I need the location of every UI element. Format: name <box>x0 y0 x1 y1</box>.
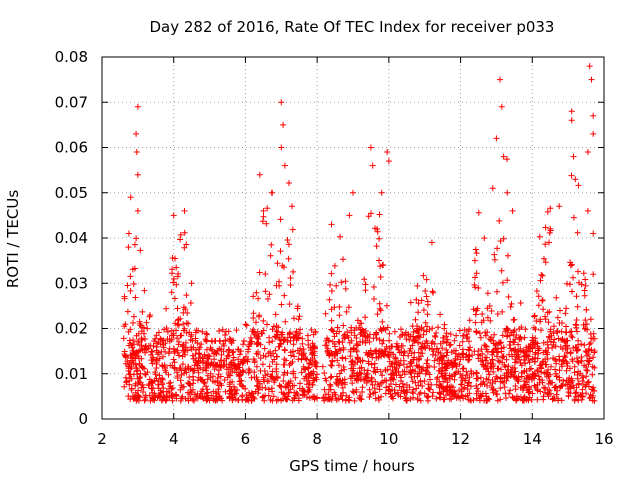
roti-points <box>120 63 598 404</box>
chart-title: Day 282 of 2016, Rate Of TEC Index for r… <box>150 18 555 36</box>
x-axis-label: GPS time / hours <box>289 457 415 475</box>
x-tick-label: 16 <box>594 430 613 448</box>
y-tick-label: 0.04 <box>55 229 88 247</box>
y-tick-label: 0.05 <box>55 184 88 202</box>
x-tick-label: 2 <box>97 430 107 448</box>
x-tick-label: 14 <box>523 430 542 448</box>
y-tick-label: 0.02 <box>55 320 88 338</box>
x-tick-label: 8 <box>312 430 322 448</box>
x-tick-label: 4 <box>169 430 179 448</box>
data-points <box>120 63 598 404</box>
axis-ticks: 2 4 6 8 10 12 14 16 0 0.01 0.02 0.03 0.04 0.05 0.06 0.0… <box>55 48 614 448</box>
y-tick-label: 0.06 <box>55 139 88 157</box>
x-tick-label: 10 <box>379 430 398 448</box>
y-tick-label: 0.03 <box>55 274 88 292</box>
y-tick-label: 0.01 <box>55 365 88 383</box>
x-tick-label: 12 <box>451 430 470 448</box>
y-tick-label: 0 <box>78 410 88 428</box>
grid-lines <box>102 57 604 419</box>
y-tick-label: 0.08 <box>55 48 88 66</box>
y-tick-label: 0.07 <box>55 93 88 111</box>
x-tick-label: 6 <box>241 430 251 448</box>
y-axis-label: ROTI / TECUs <box>4 190 22 288</box>
